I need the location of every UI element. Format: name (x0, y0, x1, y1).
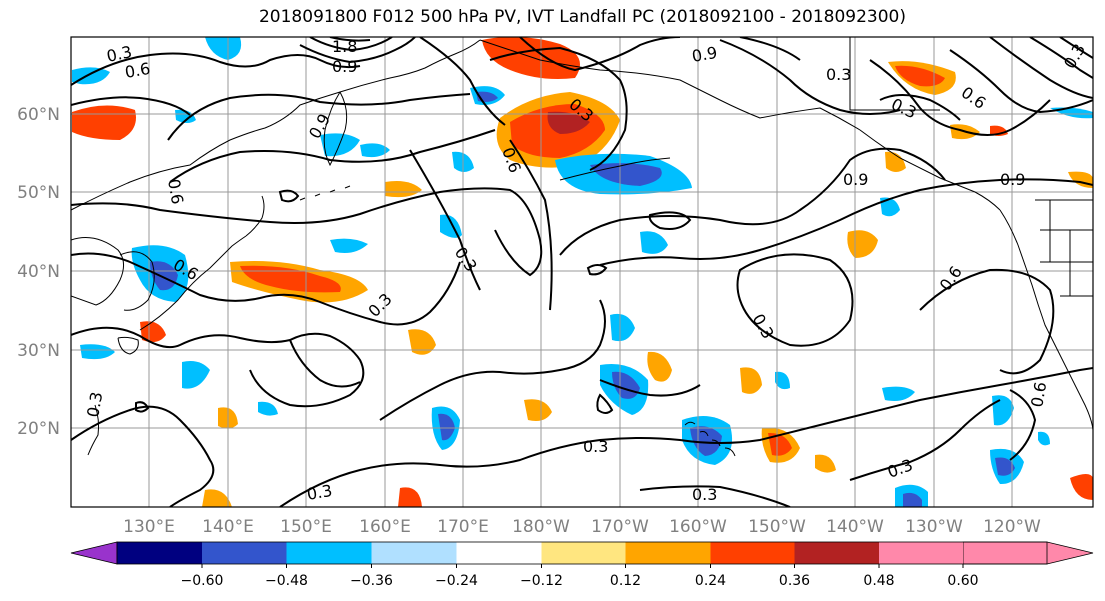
colorbar-segment (456, 542, 542, 564)
pv-blob (360, 143, 390, 158)
pv-blob (398, 487, 422, 507)
pv-contours (71, 37, 1093, 507)
pv-blob (647, 351, 672, 382)
contour-label: 0.9 (332, 57, 357, 76)
pv-blob (202, 489, 232, 507)
pv-blob (240, 265, 341, 293)
lon-label: 140°W (826, 517, 884, 537)
colorbar-tick-label: −0.36 (350, 573, 393, 589)
lat-label: 40°N (17, 262, 60, 282)
pv-blob (72, 67, 110, 85)
colorbar-tick-label: −0.24 (435, 573, 478, 589)
lat-label: 50°N (17, 183, 60, 203)
colorbar-segment (879, 542, 963, 564)
contour-label: 0.3 (105, 42, 134, 66)
pv-blob (175, 109, 196, 123)
colorbar-segment (202, 542, 287, 564)
colorbar-tick-label: −0.48 (265, 573, 308, 589)
map-frame (70, 36, 1094, 508)
lon-label: 120°W (983, 517, 1041, 537)
colorbar-extend-left (70, 541, 118, 565)
pv-blob (205, 37, 242, 60)
pv-blob (880, 197, 900, 217)
contour-label: 0.6 (1027, 380, 1050, 408)
lon-label: 150°W (748, 517, 806, 537)
contour-label: 0.6 (164, 177, 187, 205)
lon-label: 150°E (280, 517, 332, 537)
pv-blob (882, 386, 915, 401)
lon-label: 180°W (512, 517, 570, 537)
pv-blob (330, 238, 368, 253)
colorbar-tick-label: 0.48 (863, 573, 894, 589)
pv-blob (610, 313, 635, 342)
colorbar-segment (794, 542, 879, 564)
colorbar-tick-label: 0.60 (947, 573, 978, 589)
lon-label: 170°E (437, 517, 489, 537)
colorbar-segment (117, 542, 202, 564)
pv-blob (182, 361, 210, 389)
lon-label: 130°W (905, 517, 963, 537)
contour-label: 1.8 (332, 37, 357, 56)
map-title: 2018091800 F012 500 hPa PV, IVT Landfall… (258, 7, 906, 27)
pv-blob (640, 231, 668, 254)
coastlines (71, 37, 1093, 457)
pv-blob (80, 344, 115, 360)
pv-blob (885, 151, 906, 172)
colorbar-tick-label: 0.36 (779, 573, 810, 589)
pv-blob (385, 181, 422, 198)
colorbar-tick-label: 0.24 (695, 573, 726, 589)
pv-blob (815, 454, 836, 473)
pv-blob (438, 413, 455, 441)
pv-blob (992, 395, 1014, 426)
lat-label: 60°N (17, 105, 60, 125)
pv-blob (320, 133, 360, 157)
pv-blob (408, 329, 436, 355)
colorbar-tick-label: −0.60 (181, 573, 224, 589)
lon-label: 170°W (591, 517, 649, 537)
contour-label: 0.9 (843, 170, 868, 189)
contour-label: 0.9 (690, 43, 718, 66)
lon-label: 140°E (202, 517, 254, 537)
pv-blob (72, 105, 136, 140)
colorbar-segment (710, 542, 795, 564)
lon-label: 160°W (669, 517, 727, 537)
colorbar-segment (625, 542, 711, 564)
contour-label: 0.3 (826, 65, 851, 84)
pv-blob (258, 401, 278, 416)
lon-label: 160°E (359, 517, 411, 537)
pv-blob (895, 65, 945, 87)
contour-label: 0.6 (123, 59, 151, 82)
pv-blob (903, 492, 922, 507)
pv-blob (1038, 431, 1050, 446)
colorbar-segment (371, 542, 457, 564)
graticule (71, 37, 1093, 507)
pv-blob (524, 399, 552, 421)
colorbar-tick-label: 0.12 (610, 573, 641, 589)
pv-blob (740, 367, 762, 394)
lat-label: 30°N (17, 341, 60, 361)
pv-blob (547, 111, 590, 134)
pv-blob (768, 432, 792, 456)
lat-labels: 60°N 50°N 40°N 30°N 20°N (17, 105, 60, 439)
contour-label: 0.3 (305, 481, 333, 504)
lon-labels: 130°E 140°E 150°E 160°E 170°E 180°W 170°… (123, 517, 1041, 537)
contour-label: 0.3 (583, 437, 608, 456)
colorbar-segment (541, 542, 626, 564)
pv-blob (775, 371, 790, 390)
colorbar-segment (286, 542, 372, 564)
colorbar: −0.60 −0.48 −0.36 −0.24 −0.12 0.12 0.24 … (70, 541, 1094, 589)
contour-label: 0.3 (83, 390, 106, 418)
lon-label: 130°E (123, 517, 175, 537)
colorbar-extend-right (962, 541, 1094, 565)
colorbar-tick-label: −0.12 (520, 573, 563, 589)
pv-blob (1070, 474, 1093, 500)
lat-label: 20°N (17, 419, 60, 439)
pv-blob (995, 457, 1015, 476)
pv-blob (150, 261, 178, 291)
contour-label: 0.9 (1000, 170, 1025, 189)
contour-label: 0.3 (692, 485, 717, 504)
